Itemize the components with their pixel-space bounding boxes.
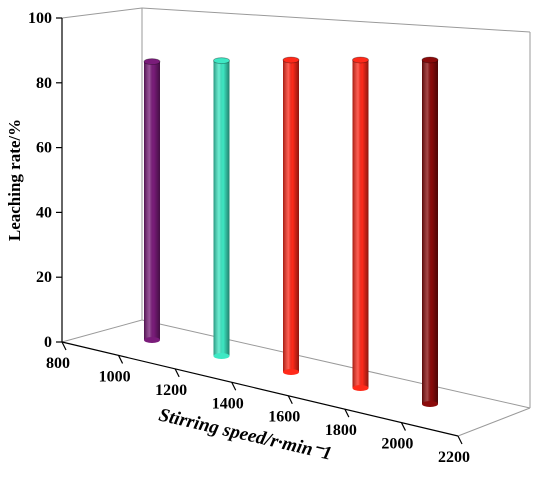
bar-top xyxy=(421,56,439,64)
bar-top xyxy=(213,57,230,65)
bar-base xyxy=(283,369,299,375)
bar-top xyxy=(143,58,161,66)
y-tick-label: 60 xyxy=(36,140,52,157)
y-tick-label: 100 xyxy=(28,10,52,27)
y-tick-label: 0 xyxy=(44,334,52,351)
bar-cylinder xyxy=(282,56,300,375)
y-ticks: 0 20 40 60 80 100 xyxy=(28,10,62,351)
bars xyxy=(143,56,439,407)
y-axis-label: Leaching rate/% xyxy=(5,119,24,241)
x-tick-mark xyxy=(400,422,406,431)
plot-box-frame xyxy=(61,7,531,437)
x-tick-mark xyxy=(231,382,237,391)
x-tick-mark xyxy=(287,395,293,404)
bar-cylinder xyxy=(421,56,439,407)
bar-shade xyxy=(213,60,230,357)
x-tick-mark xyxy=(118,355,124,364)
x-tick-label: 800 xyxy=(46,355,70,372)
bar-cylinder xyxy=(143,58,161,343)
x-tick-mark xyxy=(61,341,67,351)
x-tick-mark xyxy=(344,408,350,418)
bar-base xyxy=(352,385,369,391)
x-ticks: 800 1000 1200 1400 1600 1800 2000 2200 xyxy=(46,341,470,466)
x-axis-line xyxy=(61,341,459,437)
bar-shade xyxy=(422,60,438,404)
x-tick-label: 1000 xyxy=(99,368,131,385)
x-tick-label: 1600 xyxy=(268,409,300,426)
bar-base xyxy=(144,337,160,343)
y-tick-label: 80 xyxy=(36,75,52,92)
x-tick-label: 2000 xyxy=(381,436,413,453)
bar-base xyxy=(422,401,438,407)
bar-base xyxy=(213,353,230,359)
bar-shade xyxy=(283,60,299,372)
axes xyxy=(61,18,459,437)
y-tick-label: 40 xyxy=(36,204,52,221)
bar-cylinder xyxy=(213,57,230,359)
y-tick-label: 20 xyxy=(36,269,52,286)
x-tick-mark xyxy=(174,368,180,378)
x-tick-label: 1200 xyxy=(155,382,187,399)
x-tick-label: 1400 xyxy=(212,395,244,412)
x-tick-label: 1800 xyxy=(325,422,357,439)
x-tick-label: 2200 xyxy=(438,449,470,466)
bar-top xyxy=(282,56,300,64)
bar-top xyxy=(352,56,369,64)
bar-cylinder xyxy=(352,56,369,391)
x-axis-label: Stirring speed/r·min⁻1 xyxy=(157,405,334,465)
x-tick-mark xyxy=(457,435,463,445)
bar-shade xyxy=(144,61,160,341)
bar-shade xyxy=(352,60,369,388)
